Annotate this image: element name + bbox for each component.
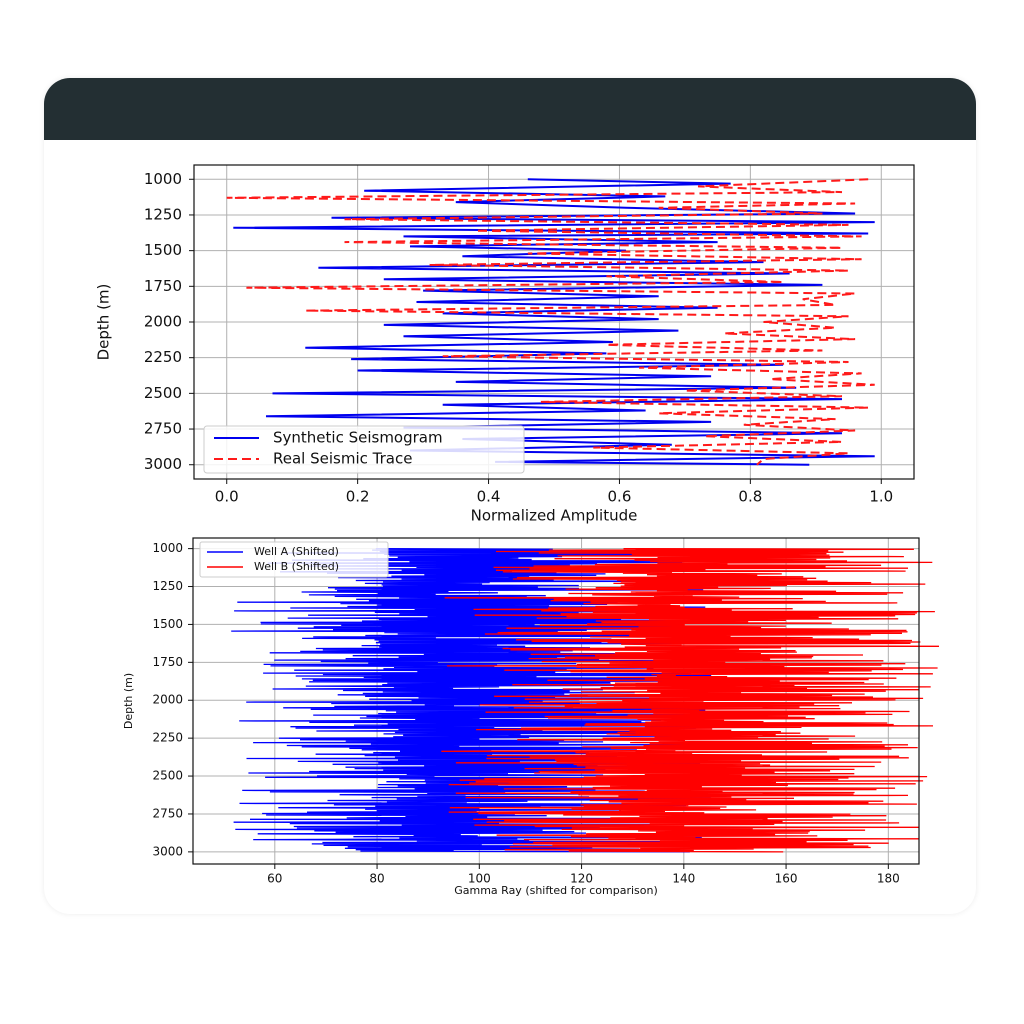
y-axis-label: Depth (m) (95, 284, 113, 361)
plot-frame (192, 537, 920, 865)
card-header-bar (44, 78, 976, 140)
y-tick-label: 2750 (144, 420, 182, 438)
y-tick-label: 2000 (152, 693, 183, 707)
x-tick-label: 1.0 (869, 488, 893, 506)
x-tick-label: 140 (672, 872, 695, 886)
legend: Synthetic Seismogram Real Seismic Trace (203, 425, 525, 474)
legend: Well A (Shifted) Well B (Shifted) (199, 541, 389, 578)
well-b-line (441, 547, 940, 853)
y-tick-label: 1750 (144, 277, 182, 295)
x-tick-label: 0.8 (738, 488, 762, 506)
y-tick-label: 3000 (144, 455, 182, 473)
well-a-line (231, 547, 715, 853)
y-tick-label: 2500 (152, 769, 183, 783)
y-tick-label: 3000 (152, 844, 183, 858)
y-tick-label: 2250 (152, 731, 183, 745)
x-tick-label: 0.4 (477, 488, 501, 506)
x-tick-label: 60 (267, 872, 282, 886)
x-tick-label: 120 (570, 872, 593, 886)
legend-box (199, 541, 389, 578)
x-tick-label: 80 (369, 872, 384, 886)
y-tick-label: 1750 (152, 655, 183, 669)
y-tick-label: 1250 (144, 205, 182, 223)
y-tick-label: 1000 (152, 541, 183, 555)
x-axis-label: Normalized Amplitude (471, 507, 638, 525)
legend-label: Real Seismic Trace (273, 450, 412, 468)
legend-label: Synthetic Seismogram (273, 429, 443, 447)
legend-label: Well B (Shifted) (254, 560, 339, 573)
y-tick-label: 2500 (144, 384, 182, 402)
real-seismic-trace-line (226, 178, 875, 466)
chart-card: 0.0 0.2 0.4 0.6 0.8 1.0 1000 1250 1500 1750 2000 22… (44, 78, 976, 914)
legend-label: Well A (Shifted) (254, 545, 339, 558)
y-tick-label: 1000 (144, 170, 182, 188)
x-tick-label: 0.0 (215, 488, 239, 506)
y-tick-label: 1500 (144, 241, 182, 259)
y-tick-label: 2000 (144, 313, 182, 331)
y-tick-label: 1250 (152, 579, 183, 593)
y-tick-label: 2750 (152, 806, 183, 820)
y-tick-label: 2250 (144, 348, 182, 366)
synthetic-seismogram-line (233, 178, 875, 466)
x-tick-label: 180 (877, 872, 900, 886)
x-tick-label: 0.6 (608, 488, 632, 506)
legend-box (203, 425, 525, 474)
x-axis-label: Gamma Ray (shifted for comparison) (454, 884, 658, 897)
x-tick-label: 100 (468, 872, 491, 886)
seismic-comparison-chart: 0.0 0.2 0.4 0.6 0.8 1.0 1000 1250 1500 1750 2000 22… (95, 164, 915, 525)
plots-canvas: 0.0 0.2 0.4 0.6 0.8 1.0 1000 1250 1500 1750 2000 22… (95, 164, 940, 897)
y-axis-label: Depth (m) (122, 673, 135, 729)
y-tick-label: 1500 (152, 617, 183, 631)
x-tick-label: 160 (775, 872, 798, 886)
gamma-ray-comparison-chart: 60 80 100 120 140 160 180 1000 1250 1500 1750 2000 2… (122, 537, 940, 897)
x-tick-label: 0.2 (346, 488, 370, 506)
